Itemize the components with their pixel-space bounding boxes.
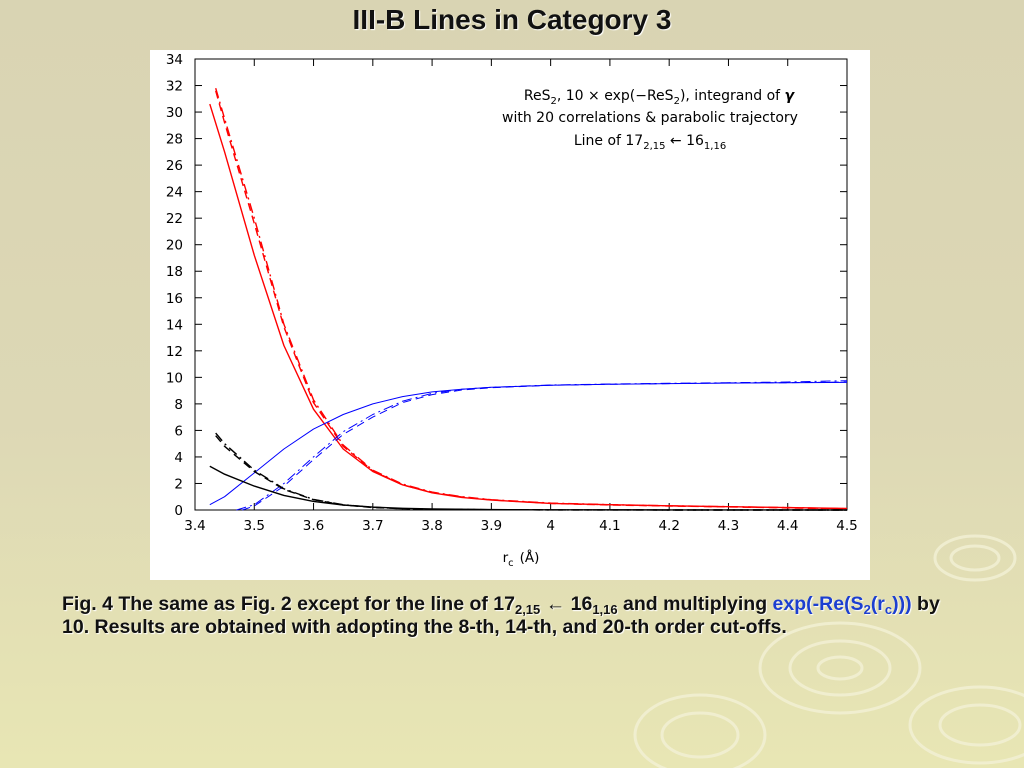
y-tick-label: 34 (166, 52, 183, 68)
y-tick-label: 24 (166, 185, 183, 201)
x-tick-label: 3.9 (481, 518, 502, 534)
x-tick-label: 3.8 (421, 518, 442, 534)
x-tick-label: 4.5 (836, 518, 857, 534)
y-tick-label: 30 (166, 105, 183, 121)
chart-series (209, 88, 848, 511)
y-tick-label: 16 (166, 291, 183, 307)
x-tick-label: 4.2 (658, 518, 679, 534)
y-tick-label: 10 (166, 370, 183, 386)
series-line-4 (209, 381, 848, 506)
x-tick-label: 3.7 (362, 518, 383, 534)
y-tick-label: 14 (166, 317, 183, 333)
series-line-2 (215, 88, 848, 510)
figure-caption: Fig. 4 The same as Fig. 2 except for the… (62, 593, 940, 638)
y-tick-label: 6 (174, 423, 183, 439)
plot-frame (194, 58, 848, 511)
x-tick-label: 4.3 (718, 518, 739, 534)
y-tick-label: 22 (166, 211, 183, 227)
series-line-5 (236, 380, 848, 511)
annotation-line-1: ReS2, 10 × exp(−ReS2), integrand of γ (524, 88, 796, 107)
y-tick-label: 2 (174, 476, 183, 492)
y-tick-label: 4 (174, 450, 183, 466)
annotation-line-3: Line of 172,15 ← 161,16 (574, 133, 726, 152)
line-chart: 3.4 3.5 3.6 3.7 3.8 3.9 4 4.1 4.2 4.3 4.4 4.5024681… (166, 52, 858, 569)
x-axis-label: rc (Å) (503, 549, 540, 569)
x-tick-label: 3.4 (184, 518, 205, 534)
y-tick-label: 20 (166, 238, 183, 254)
axis-ticks: 3.4 3.5 3.6 3.7 3.8 3.9 4 4.1 4.2 4.3 4.4 4.5024681… (166, 52, 858, 534)
y-tick-label: 0 (174, 503, 183, 519)
series-line-3 (215, 90, 848, 510)
y-tick-label: 12 (166, 344, 183, 360)
annotation-line-2: with 20 correlations & parabolic traject… (502, 110, 798, 126)
x-tick-label: 3.5 (244, 518, 265, 534)
y-tick-label: 26 (166, 158, 183, 174)
series-line-8 (215, 432, 847, 511)
y-tick-label: 8 (174, 397, 183, 413)
series-line-7 (209, 465, 848, 511)
slide-title: III-B Lines in Category 3 (352, 4, 672, 35)
y-tick-label: 18 (166, 264, 183, 280)
x-tick-label: 3.6 (303, 518, 324, 534)
x-tick-label: 4.1 (599, 518, 620, 534)
series-line-1 (209, 103, 848, 510)
x-tick-label: 4.4 (777, 518, 798, 534)
series-line-6 (242, 381, 848, 511)
y-tick-label: 32 (166, 79, 183, 95)
y-tick-label: 28 (166, 132, 183, 148)
x-tick-label: 4 (546, 518, 555, 534)
chart-panel: 3.4 3.5 3.6 3.7 3.8 3.9 4 4.1 4.2 4.3 4.4 4.5 0 2 4 6 8 1… (150, 50, 870, 580)
series-line-9 (215, 435, 847, 511)
